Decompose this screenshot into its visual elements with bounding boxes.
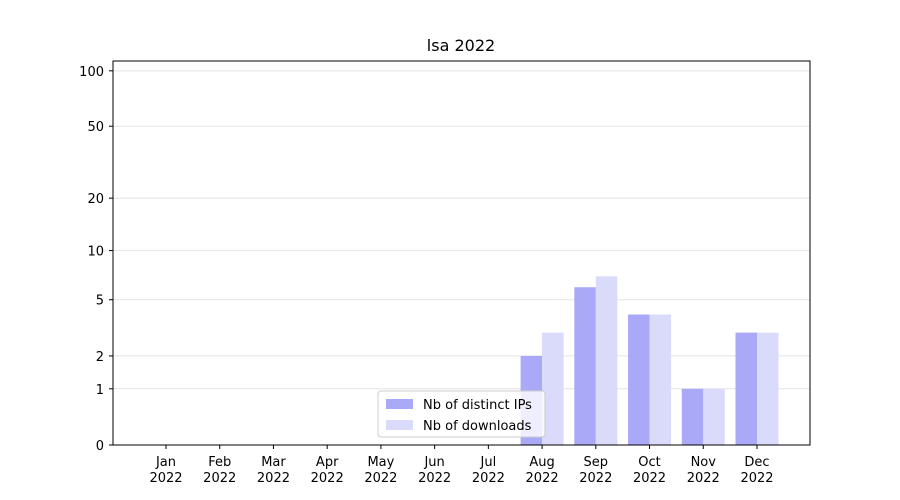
chart-title: lsa 2022 — [427, 36, 495, 55]
y-tick-label: 1 — [96, 383, 104, 398]
x-tick-label: Jul 2022 — [472, 455, 505, 486]
x-tick-label: Mar 2022 — [257, 455, 290, 486]
bar — [542, 332, 564, 445]
bar — [681, 388, 704, 445]
y-tick-label: 10 — [87, 245, 104, 260]
x-tick-label: Apr 2022 — [311, 455, 344, 486]
bar — [703, 388, 725, 445]
bar — [735, 332, 757, 445]
y-tick-label: 100 — [79, 65, 104, 80]
x-tick-label: Sep 2022 — [579, 455, 612, 486]
bar — [649, 314, 672, 445]
legend-box — [377, 390, 546, 438]
bar — [595, 276, 618, 445]
x-tick-label: Feb 2022 — [203, 455, 236, 486]
legend: Nb of distinct IPs Nb of downloads — [377, 390, 546, 438]
bar — [574, 287, 596, 445]
plot-frame — [112, 60, 811, 446]
legend-label: Nb of downloads — [423, 419, 532, 434]
x-tick-label: Jun 2022 — [418, 455, 451, 486]
bar — [628, 314, 650, 445]
x-tick-label: Aug 2022 — [526, 455, 559, 486]
x-tick-label: Dec 2022 — [740, 455, 773, 486]
legend-swatch — [386, 420, 413, 430]
y-tick-label: 20 — [87, 192, 104, 207]
legend-swatch — [386, 399, 413, 409]
bar — [757, 332, 779, 445]
x-tick-label: Nov 2022 — [687, 455, 720, 486]
x-tick-label: May 2022 — [364, 455, 397, 486]
y-tick-label: 50 — [87, 120, 104, 135]
legend-label: Nb of distinct IPs — [423, 398, 532, 413]
y-tick-label: 5 — [96, 294, 104, 309]
y-tick-label: 2 — [96, 350, 104, 365]
y-tick-label: 0 — [96, 439, 104, 454]
x-tick-label: Jan 2022 — [149, 455, 182, 486]
x-tick-label: Oct 2022 — [633, 455, 666, 486]
